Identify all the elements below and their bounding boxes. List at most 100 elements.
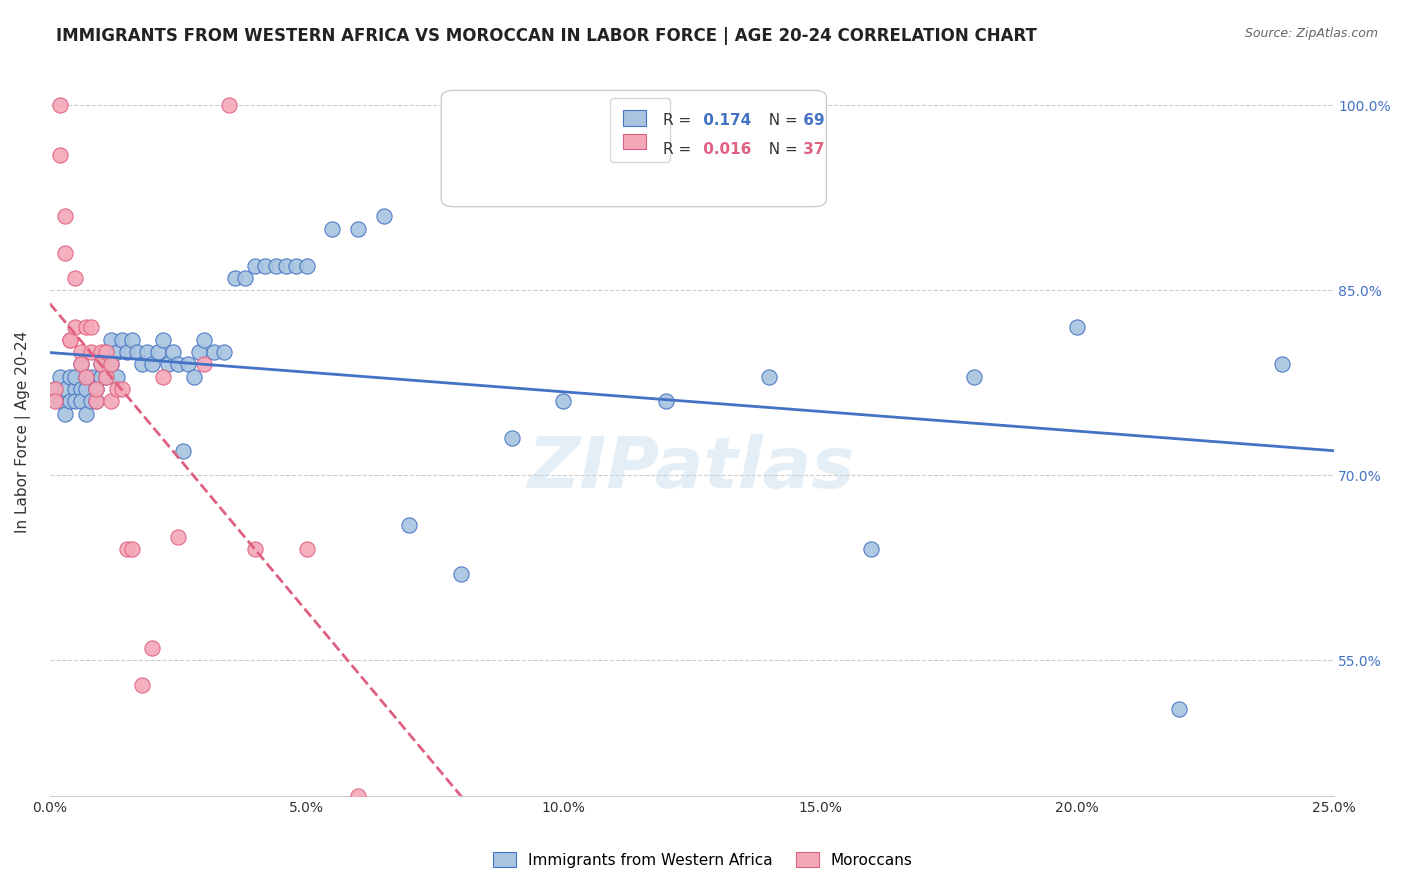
Point bbox=[75, 369, 97, 384]
Point bbox=[105, 369, 128, 384]
Point bbox=[49, 98, 72, 112]
Point bbox=[80, 320, 103, 334]
Point bbox=[202, 345, 225, 359]
Point bbox=[553, 394, 575, 409]
Text: N =: N = bbox=[759, 142, 799, 157]
Text: N =: N = bbox=[759, 112, 799, 128]
Point bbox=[65, 382, 87, 396]
Text: 37: 37 bbox=[797, 142, 824, 157]
Point bbox=[214, 345, 236, 359]
Point bbox=[125, 345, 148, 359]
Point bbox=[111, 333, 134, 347]
Point bbox=[131, 357, 153, 371]
Point bbox=[90, 345, 112, 359]
Point bbox=[59, 394, 82, 409]
Point bbox=[44, 382, 66, 396]
Point bbox=[100, 357, 122, 371]
Point bbox=[59, 333, 82, 347]
Point bbox=[1066, 320, 1088, 334]
Point bbox=[321, 221, 343, 235]
Point bbox=[218, 98, 240, 112]
Point bbox=[141, 640, 163, 655]
Point bbox=[450, 566, 472, 581]
Point bbox=[90, 357, 112, 371]
Point bbox=[84, 394, 107, 409]
Point bbox=[115, 542, 138, 557]
Point bbox=[167, 357, 190, 371]
Y-axis label: In Labor Force | Age 20-24: In Labor Force | Age 20-24 bbox=[15, 331, 31, 533]
Point bbox=[53, 382, 76, 396]
Point bbox=[65, 271, 87, 285]
Point bbox=[84, 394, 107, 409]
Point bbox=[1168, 702, 1191, 716]
Point bbox=[152, 333, 174, 347]
Point bbox=[295, 259, 318, 273]
Point bbox=[398, 517, 420, 532]
Point bbox=[167, 530, 190, 544]
Point bbox=[84, 382, 107, 396]
Point bbox=[146, 345, 169, 359]
Text: 0.016: 0.016 bbox=[697, 142, 751, 157]
Point bbox=[65, 320, 87, 334]
Legend: Immigrants from Western Africa, Moroccans: Immigrants from Western Africa, Moroccan… bbox=[485, 844, 921, 875]
Point bbox=[285, 259, 308, 273]
Point bbox=[53, 246, 76, 260]
Point bbox=[75, 320, 97, 334]
Point bbox=[44, 394, 66, 409]
Point bbox=[44, 382, 66, 396]
Point bbox=[156, 357, 179, 371]
Point bbox=[131, 678, 153, 692]
Point bbox=[59, 369, 82, 384]
Point bbox=[65, 394, 87, 409]
Point bbox=[53, 210, 76, 224]
Point bbox=[49, 369, 72, 384]
Point bbox=[100, 357, 122, 371]
Text: 69: 69 bbox=[797, 112, 824, 128]
Point bbox=[75, 382, 97, 396]
Point bbox=[655, 394, 678, 409]
Text: 0.174: 0.174 bbox=[697, 112, 751, 128]
Text: R =: R = bbox=[664, 142, 692, 157]
Point bbox=[121, 333, 143, 347]
Point bbox=[243, 542, 266, 557]
Point bbox=[96, 345, 118, 359]
Text: Source: ZipAtlas.com: Source: ZipAtlas.com bbox=[1244, 27, 1378, 40]
Point bbox=[274, 259, 297, 273]
Point bbox=[84, 382, 107, 396]
Point bbox=[963, 369, 986, 384]
Point bbox=[347, 789, 370, 803]
Point bbox=[264, 259, 287, 273]
Point bbox=[96, 345, 118, 359]
Point bbox=[860, 542, 883, 557]
Point bbox=[501, 431, 523, 445]
Point bbox=[115, 345, 138, 359]
Point bbox=[96, 369, 118, 384]
FancyBboxPatch shape bbox=[441, 90, 827, 207]
Point bbox=[69, 357, 91, 371]
Point bbox=[69, 394, 91, 409]
Point bbox=[758, 369, 780, 384]
Legend: , : , bbox=[610, 98, 671, 162]
Point bbox=[49, 394, 72, 409]
Point bbox=[80, 345, 103, 359]
Point bbox=[100, 333, 122, 347]
Point bbox=[193, 357, 215, 371]
Point bbox=[59, 333, 82, 347]
Point bbox=[224, 271, 246, 285]
Point bbox=[80, 394, 103, 409]
Point bbox=[75, 407, 97, 421]
Point bbox=[193, 333, 215, 347]
Point bbox=[233, 271, 256, 285]
Point bbox=[96, 369, 118, 384]
Point bbox=[69, 357, 91, 371]
Point bbox=[121, 542, 143, 557]
Point bbox=[141, 357, 163, 371]
Point bbox=[69, 345, 91, 359]
Point bbox=[53, 407, 76, 421]
Point bbox=[105, 345, 128, 359]
Point bbox=[183, 369, 205, 384]
Point bbox=[1271, 357, 1294, 371]
Point bbox=[295, 542, 318, 557]
Point bbox=[111, 382, 134, 396]
Point bbox=[347, 221, 370, 235]
